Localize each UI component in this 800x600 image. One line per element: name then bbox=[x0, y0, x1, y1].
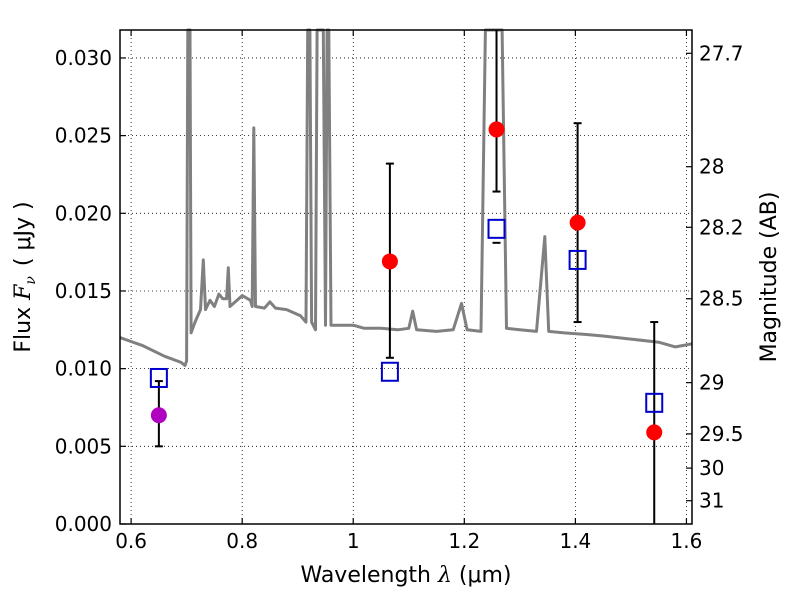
observed-flux-marker bbox=[150, 407, 167, 424]
grid bbox=[120, 30, 692, 525]
observed-flux-marker bbox=[646, 424, 663, 441]
magnitude-tick-label: 29 bbox=[699, 371, 724, 395]
x-tick-label: 0.6 bbox=[115, 529, 147, 553]
x-tick-label: 1.4 bbox=[559, 529, 591, 553]
magnitude-tick-label: 29.5 bbox=[699, 422, 744, 446]
observed-flux-marker bbox=[381, 253, 398, 270]
magnitude-tick-label: 28 bbox=[699, 155, 724, 179]
y-tick-label: 0.025 bbox=[55, 124, 112, 148]
model-spectrum bbox=[119, 28, 693, 367]
x-tick-labels: 0.6 0.8 1 1.2 1.4 1.6 bbox=[115, 529, 702, 553]
magnitude-tick-labels: 27.7 28 28.2 28.5 29 29.5 30 31 bbox=[699, 41, 744, 512]
y-tick-label: 0.030 bbox=[55, 46, 112, 70]
plot-frame bbox=[119, 29, 693, 525]
x-tick-label: 1.6 bbox=[671, 529, 703, 553]
spectrum-line bbox=[119, 28, 693, 367]
model-flux-marker bbox=[149, 367, 168, 388]
magnitude-tick-label: 31 bbox=[699, 489, 724, 513]
magnitude-tick-label: 30 bbox=[699, 456, 724, 480]
x-tick-label: 1 bbox=[347, 529, 360, 553]
model-flux-marker bbox=[487, 218, 506, 239]
model-flux-marker bbox=[645, 392, 664, 413]
y-tick-label: 0.015 bbox=[55, 279, 112, 303]
magnitude-tick-label: 28.2 bbox=[699, 215, 744, 239]
y-axis-label: Flux Fν( μJy ) bbox=[11, 201, 39, 352]
x-axis-label: Wavelength λ (μm) bbox=[300, 563, 511, 588]
magnitude-tick-label: 27.7 bbox=[699, 41, 744, 65]
photometry-markers bbox=[149, 121, 664, 441]
error-bars bbox=[154, 30, 659, 524]
x-tick-label: 0.8 bbox=[226, 529, 258, 553]
ticks bbox=[120, 30, 692, 525]
magnitude-tick-label: 28.5 bbox=[699, 287, 744, 311]
model-flux-marker bbox=[380, 361, 399, 382]
observed-flux-marker bbox=[569, 214, 586, 231]
y-tick-labels: 0.000 0.005 0.010 0.015 0.020 0.025 0.030 bbox=[55, 46, 112, 536]
model-flux-marker bbox=[568, 249, 587, 270]
y-tick-label: 0.020 bbox=[55, 201, 112, 225]
x-tick-label: 1.2 bbox=[448, 529, 480, 553]
y-tick-label: 0.000 bbox=[55, 512, 112, 536]
y-tick-label: 0.005 bbox=[55, 434, 112, 458]
y-tick-label: 0.010 bbox=[55, 357, 112, 381]
y2-axis-label: Magnitude (AB) bbox=[757, 192, 782, 363]
observed-flux-marker bbox=[488, 121, 505, 138]
